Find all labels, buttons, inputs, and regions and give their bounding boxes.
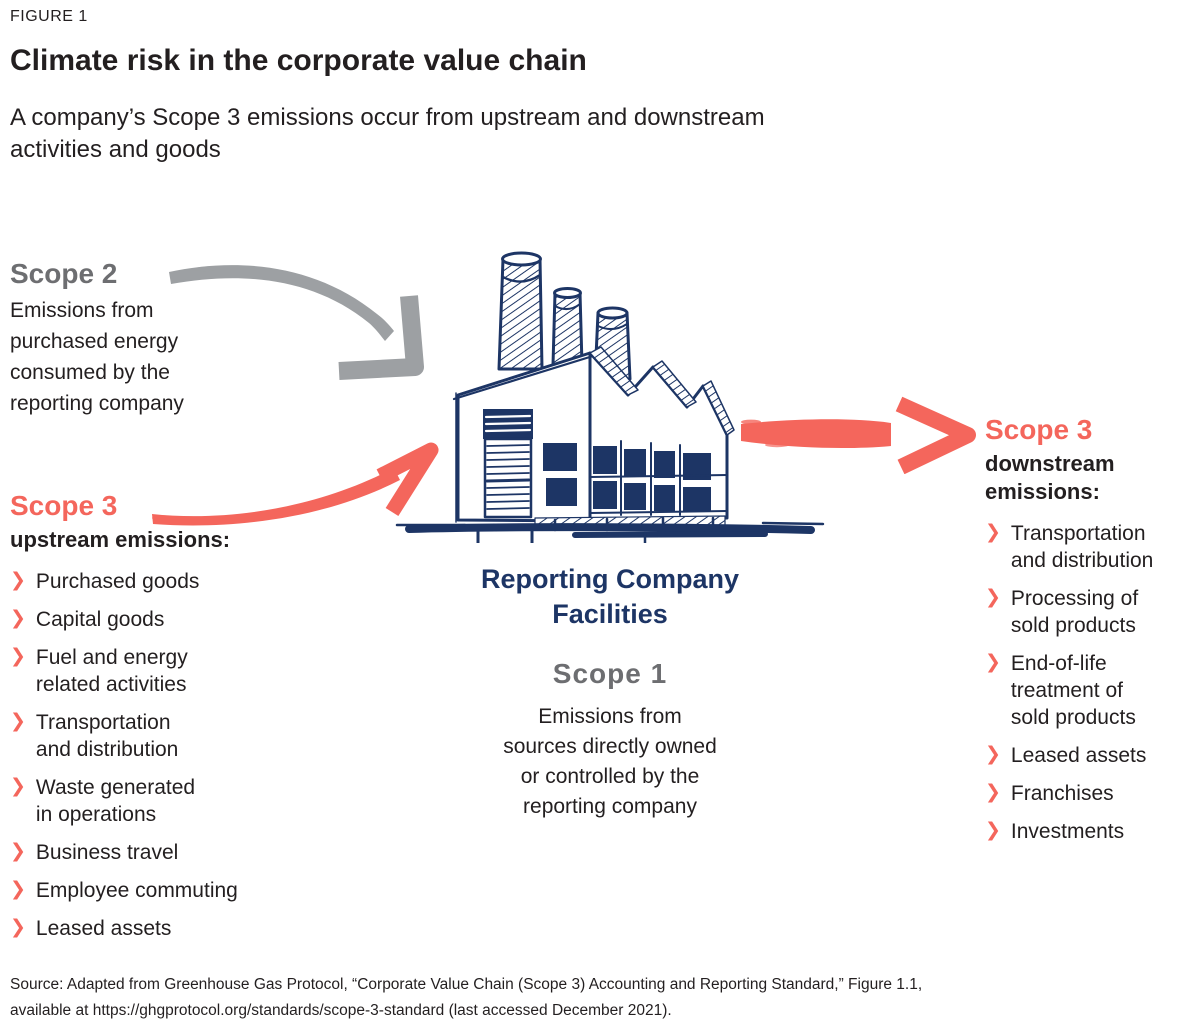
scope1-block: Scope 1 Emissions from sources directly …: [420, 658, 800, 822]
list-item-text: Transportation and distribution: [35, 711, 179, 761]
scope3-upstream-block: Scope 3 upstream emissions: ❯ Purchased g…: [10, 490, 245, 942]
list-item: ❯ Leased assets: [10, 915, 245, 942]
list-item-text: Waste generated in operations: [35, 776, 196, 826]
list-item-text: End-of-life treatment of sold products: [1010, 652, 1136, 729]
page-subtitle: A company’s Scope 3 emissions occur from…: [10, 104, 765, 163]
chevron-bullet-icon: ❯: [985, 652, 1001, 673]
list-item: ❯ Fuel and energy related activities: [10, 644, 245, 698]
chevron-bullet-icon: ❯: [985, 587, 1001, 608]
chevron-bullet-icon: ❯: [10, 776, 26, 797]
list-item: ❯ Transportation and distribution: [10, 709, 245, 763]
scope3-downstream-heading: Scope 3: [985, 414, 1093, 445]
chevron-bullet-icon: ❯: [985, 522, 1001, 543]
upstream-arrow-icon: [148, 430, 448, 540]
list-item: ❯ Business travel: [10, 839, 245, 866]
list-item-text: Transportation and distribution: [1010, 522, 1154, 572]
list-item: ❯ Waste generated in operations: [10, 774, 245, 828]
list-item: ❯ Franchises: [985, 780, 1190, 807]
chevron-bullet-icon: ❯: [985, 782, 1001, 803]
list-item-text: Franchises: [1010, 782, 1114, 805]
scope3-downstream-subheading: downstream emissions:: [985, 451, 1115, 504]
scope3-upstream-subheading: upstream emissions:: [10, 527, 231, 552]
chevron-bullet-icon: ❯: [10, 608, 26, 629]
scope1-description: Emissions from sources directly owned or…: [503, 705, 717, 818]
list-item: ❯ Investments: [985, 818, 1190, 845]
source-text: Source: Adapted from Greenhouse Gas Prot…: [10, 976, 923, 1019]
chevron-bullet-icon: ❯: [985, 820, 1001, 841]
chevron-bullet-icon: ❯: [10, 917, 26, 938]
list-item-text: Leased assets: [35, 917, 172, 940]
scope3-upstream-heading: Scope 3: [10, 490, 118, 521]
page-title: Climate risk in the corporate value chai…: [10, 44, 587, 77]
chevron-bullet-icon: ❯: [10, 879, 26, 900]
chevron-bullet-icon: ❯: [10, 711, 26, 732]
list-item: ❯ Purchased goods: [10, 568, 245, 595]
list-item-text: Leased assets: [1010, 744, 1147, 767]
scope3-downstream-block: Scope 3 downstream emissions: ❯ Transport…: [985, 414, 1190, 845]
chevron-bullet-icon: ❯: [10, 570, 26, 591]
scope2-block: Scope 2 Emissions from purchased energy …: [10, 258, 240, 419]
upstream-emissions-list: ❯ Purchased goods ❯ Capital goods ❯ Fuel and …: [10, 568, 245, 942]
list-item-text: Capital goods: [35, 608, 165, 631]
list-item-text: Business travel: [35, 841, 179, 864]
chevron-bullet-icon: ❯: [985, 744, 1001, 765]
scope2-heading: Scope 2: [10, 258, 118, 289]
scope2-arrow-icon: [163, 256, 433, 386]
figure-label: FIGURE 1: [10, 8, 88, 25]
list-item: ❯ Processing of sold products: [985, 585, 1190, 639]
list-item: ❯ Employee commuting: [10, 877, 245, 904]
chevron-bullet-icon: ❯: [10, 841, 26, 862]
list-item-text: Fuel and energy related activities: [35, 646, 188, 696]
facility-label: Reporting Company Facilities: [480, 564, 739, 629]
list-item-text: Purchased goods: [35, 570, 200, 593]
list-item-text: Processing of sold products: [1010, 587, 1139, 637]
list-item: ❯ Capital goods: [10, 606, 245, 633]
list-item: ❯ Leased assets: [985, 742, 1190, 769]
list-item-text: Investments: [1010, 820, 1125, 843]
chevron-bullet-icon: ❯: [10, 646, 26, 667]
list-item: ❯ Transportation and distribution: [985, 520, 1190, 574]
scope1-heading: Scope 1: [552, 658, 668, 689]
scope2-description: Emissions from purchased energy consumed…: [10, 299, 184, 415]
factory-illustration: [395, 243, 825, 543]
downstream-arrow-icon: [737, 396, 977, 474]
list-item: ❯ End-of-life treatment of sold products: [985, 650, 1190, 731]
list-item-text: Employee commuting: [35, 879, 238, 902]
downstream-emissions-list: ❯ Transportation and distribution ❯ Process…: [985, 520, 1190, 845]
